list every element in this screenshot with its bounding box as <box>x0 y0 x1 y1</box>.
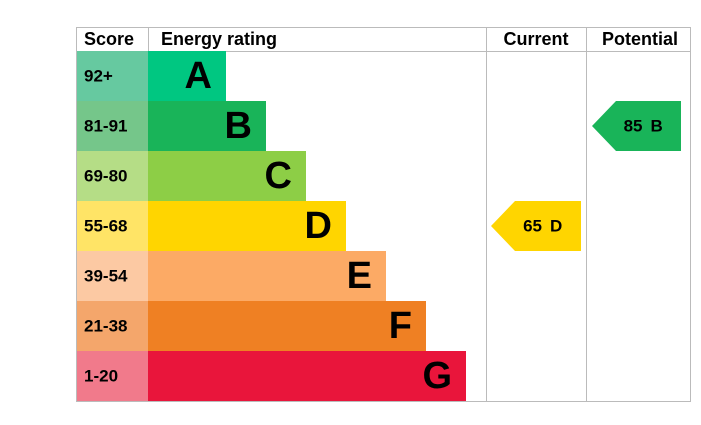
rating-bar <box>148 301 426 351</box>
rating-bar <box>148 201 346 251</box>
rating-letter: A <box>185 55 212 97</box>
score-range: 55-68 <box>84 216 127 235</box>
score-range: 39-54 <box>84 266 128 285</box>
score-cell <box>77 151 148 201</box>
rating-bar <box>148 51 226 101</box>
rating-letter: B <box>225 105 252 147</box>
rating-bar <box>148 151 306 201</box>
score-range: 81-91 <box>84 116 127 135</box>
rating-letter: E <box>347 255 372 297</box>
rating-letter: C <box>265 155 292 197</box>
score-cell <box>77 301 148 351</box>
header-score: Score <box>84 29 134 49</box>
potential-score: 85 <box>624 116 643 135</box>
score-cell <box>77 201 148 251</box>
header-current: Current <box>503 29 568 49</box>
score-range: 69-80 <box>84 166 127 185</box>
rating-bar <box>148 351 466 401</box>
score-cell <box>77 51 148 101</box>
potential-rating: B <box>651 116 663 135</box>
score-cell <box>77 251 148 301</box>
rating-letter: G <box>422 355 452 397</box>
current-arrow <box>491 201 581 251</box>
header-potential: Potential <box>602 29 678 49</box>
score-range: 1-20 <box>84 366 118 385</box>
score-cell <box>77 101 148 151</box>
score-range: 21-38 <box>84 316 127 335</box>
current-score: 65 <box>523 216 542 235</box>
score-cell <box>77 351 148 401</box>
frame <box>76 27 691 402</box>
current-rating: D <box>550 216 562 235</box>
rating-bar <box>148 101 266 151</box>
rating-bar <box>148 251 386 301</box>
score-range: 92+ <box>84 66 113 85</box>
potential-arrow <box>592 101 681 151</box>
rating-letter: D <box>305 205 332 247</box>
header-energy-rating: Energy rating <box>161 29 277 49</box>
rating-letter: F <box>389 305 412 347</box>
